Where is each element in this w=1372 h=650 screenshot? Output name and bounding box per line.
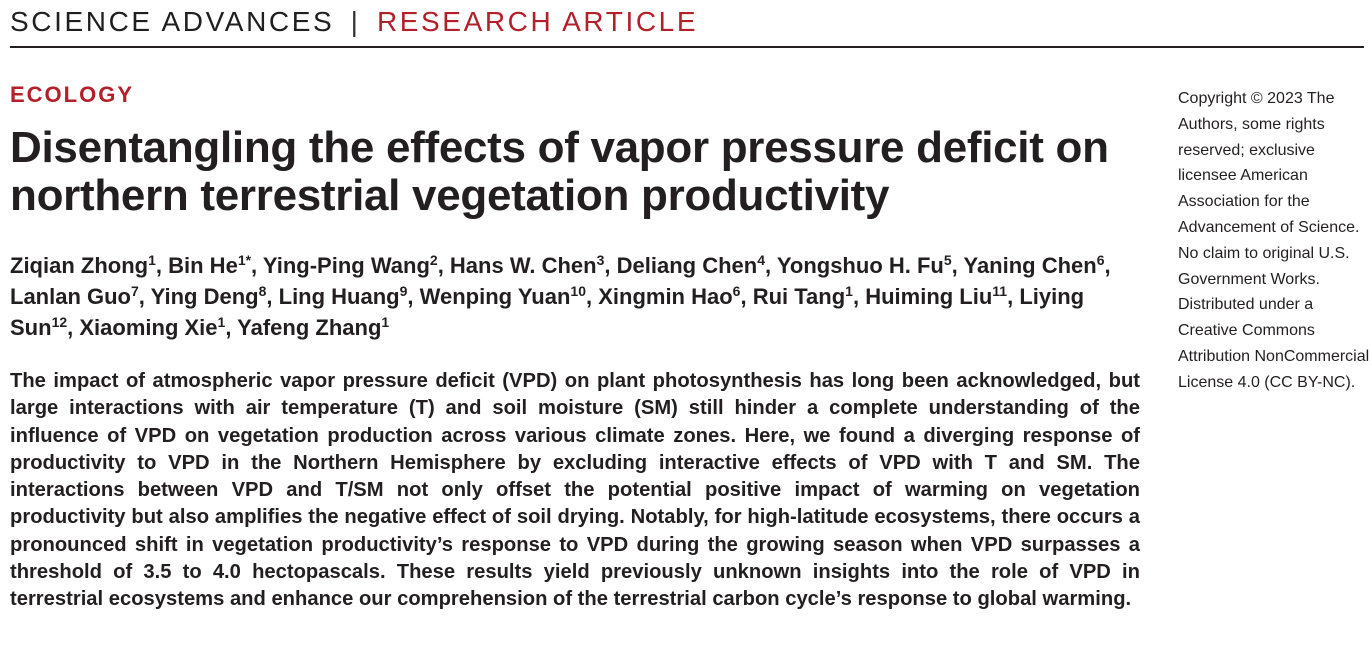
author-name: Wenping Yuan: [419, 284, 571, 309]
author: Bin He1*: [168, 253, 251, 278]
author: Yongshuo H. Fu5: [777, 253, 952, 278]
author-name: Rui Tang: [752, 284, 846, 309]
author: Ziqian Zhong1: [10, 253, 156, 278]
author-name: Huiming Liu: [865, 284, 993, 309]
author-affiliation: 6: [1096, 252, 1105, 268]
author-name: Xiaoming Xie: [79, 315, 218, 340]
author-affiliation: 1*: [237, 252, 252, 268]
author-name: Ying-Ping Wang: [262, 253, 430, 278]
author-affiliation: 9: [399, 283, 408, 299]
article-type: RESEARCH ARTICLE: [376, 6, 699, 37]
author: Hans W. Chen3: [450, 253, 604, 278]
author-affiliation: 1: [845, 283, 853, 299]
author-name: Ziqian Zhong: [10, 253, 149, 278]
author-affiliation: 1: [217, 314, 226, 330]
author: Liying Sun12: [10, 284, 1084, 340]
author: Yafeng Zhang1: [237, 315, 389, 340]
author-affiliation: 4: [757, 252, 766, 268]
article-title: Disentangling the effects of vapor press…: [10, 123, 1109, 220]
author-name: Ying Deng: [150, 284, 259, 309]
author-affiliation: 3: [596, 252, 605, 268]
author-name: Deliang Chen: [616, 253, 758, 278]
author-affiliation: 11: [992, 283, 1008, 299]
author: Deliang Chen4: [617, 253, 765, 278]
author-affiliation: 5: [943, 252, 952, 268]
author: Rui Tang1: [753, 284, 853, 309]
author-name: Hans W. Chen: [449, 253, 597, 278]
journal-header: SCIENCE ADVANCES | RESEARCH ARTICLE: [10, 4, 1362, 44]
author-affiliation: 7: [131, 283, 139, 299]
author-affiliation: 10: [570, 283, 586, 299]
author: Ling Huang9: [279, 284, 408, 309]
copyright-notice: Copyright © 2023 The Authors, some right…: [1178, 90, 1370, 391]
section-label: ECOLOGY: [10, 82, 135, 107]
author-affiliation: 12: [51, 314, 68, 330]
author: Wenping Yuan10: [420, 284, 586, 309]
author: Xiaoming Xie1: [79, 315, 225, 340]
author-name: Xingmin Hao: [598, 284, 733, 309]
author: Ying Deng8: [151, 284, 267, 309]
author-name: Ling Huang: [278, 284, 400, 309]
author-affiliation: 6: [732, 283, 741, 299]
journal-name: SCIENCE ADVANCES: [10, 6, 335, 37]
author-name: Lanlan Guo: [10, 284, 131, 309]
author-affiliation: 8: [258, 283, 267, 299]
author: Huiming Liu11: [865, 284, 1007, 309]
author-affiliation: 2: [429, 252, 438, 268]
author-name: Yaning Chen: [963, 253, 1097, 278]
author: Lanlan Guo7: [10, 284, 139, 309]
author-name: Bin He: [168, 253, 238, 278]
author-name: Yongshuo H. Fu: [776, 253, 944, 278]
author-name: Liying Sun: [10, 284, 1085, 340]
abstract: The impact of atmospheric vapor pressure…: [10, 370, 1140, 611]
header-separator: |: [350, 6, 361, 37]
author-list: Ziqian Zhong1, Bin He1*, Ying-Ping Wang2…: [10, 252, 1111, 340]
author: Yaning Chen6: [963, 253, 1104, 278]
author-name: Yafeng Zhang: [237, 315, 382, 340]
author-affiliation: 1: [381, 314, 390, 330]
author: Xingmin Hao6: [598, 284, 740, 309]
author-affiliation: 1: [148, 252, 156, 268]
author: Ying-Ping Wang2: [263, 253, 438, 278]
header-rule: [10, 46, 1364, 48]
